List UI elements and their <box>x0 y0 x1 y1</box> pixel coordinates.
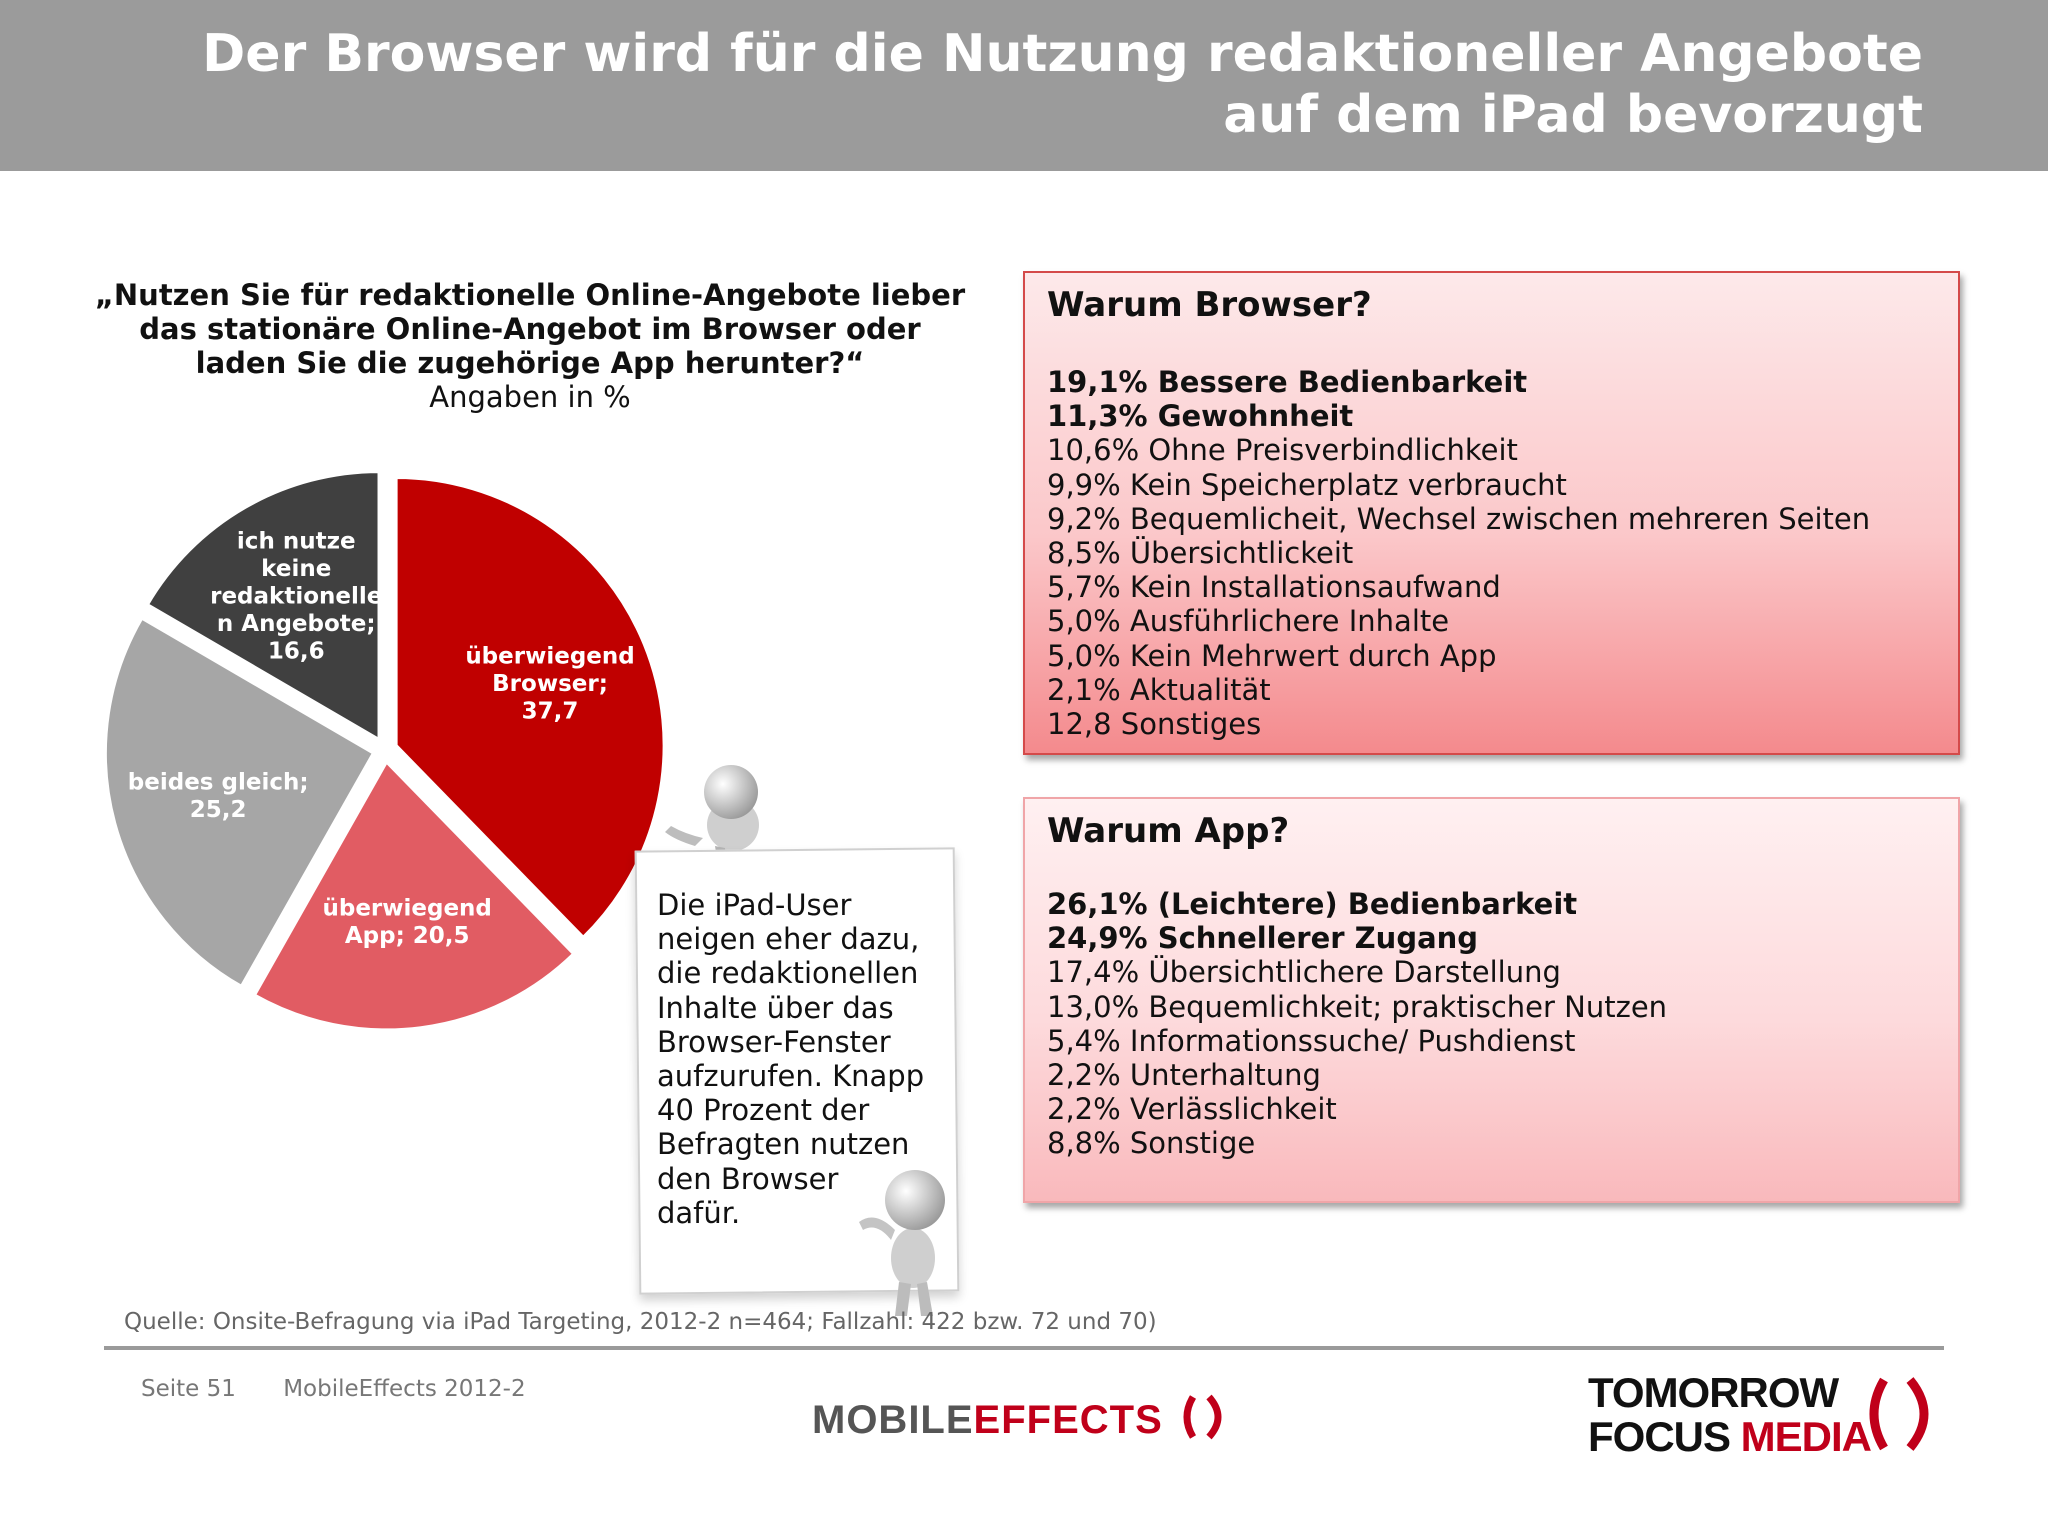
browser-reasons-box: Warum Browser? 19,1% Bessere Bedienbarke… <box>1023 271 1960 755</box>
reason-item: 24,9% Schnellerer Zugang <box>1047 921 1479 956</box>
title-bar: Der Browser wird für die Nutzung redakti… <box>0 0 2048 171</box>
figure-climbing-illustration <box>665 765 759 864</box>
tomorrow-focus-media-logo: TOMORROW FOCUS MEDIA <box>1588 1369 1872 1460</box>
app-reasons-box: Warum App? 26,1% (Leichtere) Bedienbarke… <box>1023 797 1960 1203</box>
note-line: Die iPad-User <box>657 888 852 922</box>
page-number: Seite 51 <box>141 1376 236 1402</box>
pie-slice <box>252 759 576 1032</box>
reason-item: 9,2% Bequemlicheit, Wechsel zwischen meh… <box>1047 501 1871 536</box>
note-line: neigen eher dazu, <box>657 922 920 957</box>
figure-standing-illustration <box>859 1170 945 1316</box>
pie-slice <box>145 470 381 743</box>
footer: Seite 51 MobileEffects 2012-2 <box>141 1376 526 1402</box>
pie-slice <box>103 616 376 989</box>
note-line: aufzurufen. Knapp <box>657 1059 925 1094</box>
note-line: die redaktionellen <box>657 956 919 991</box>
question-text: „Nutzen Sie für redaktionelle Online-Ang… <box>94 278 966 380</box>
note-line: Inhalte über das <box>657 990 894 1025</box>
slice-label: überwiegend Browser; 37,7 <box>465 643 634 724</box>
mobile-effects-logo: MOBILEEFFECTS <box>812 1393 1233 1443</box>
reason-item: 17,4% Übersichtlichere Darstellung <box>1047 955 1561 990</box>
slice-label: überwiegend App; 20,5 <box>322 896 491 950</box>
reason-item: 11,3% Gewohnheit <box>1047 399 1354 434</box>
reason-item: 8,8% Sonstige <box>1047 1126 1256 1161</box>
reason-item: 5,0% Kein Mehrwert durch App <box>1047 638 1497 673</box>
reason-item: 8,5% Übersichtlickeit <box>1047 536 1354 571</box>
title-line-2: auf dem iPad bevorzugt <box>1223 85 1923 145</box>
reason-item: 5,4% Informationssuche/ Pushdienst <box>1047 1023 1576 1058</box>
app-reasons-heading: Warum App? <box>1047 811 1290 851</box>
study-name: MobileEffects 2012-2 <box>283 1376 526 1402</box>
note-line: Browser-Fenster <box>657 1024 891 1059</box>
note-line: 40 Prozent der <box>657 1093 870 1128</box>
tfm-bracket-icon <box>1869 1377 1929 1451</box>
logo-bracket-icon <box>1183 1394 1222 1440</box>
source-note: Quelle: Onsite-Befragung via iPad Target… <box>124 1309 1157 1335</box>
app-reasons-list: 26,1% (Leichtere) Bedienbarkeit 24,9% Sch… <box>1047 887 1667 1161</box>
note-text: Die iPad-User neigen eher dazu, die redakt… <box>657 888 947 1230</box>
reason-item: 13,0% Bequemlichkeit; praktischer Nutzen <box>1047 989 1668 1024</box>
reason-item: 5,7% Kein Installationsaufwand <box>1047 570 1501 605</box>
note-line: dafür. <box>657 1195 741 1230</box>
browser-reasons-heading: Warum Browser? <box>1047 285 1372 325</box>
unit-label: Angaben in % <box>429 380 631 414</box>
title-line-1: Der Browser wird für die Nutzung redakti… <box>202 24 1923 84</box>
note-line: den Browser <box>657 1161 839 1196</box>
reason-item: 2,2% Unterhaltung <box>1047 1058 1321 1093</box>
reason-item: 19,1% Bessere Bedienbarkeit <box>1047 365 1528 399</box>
browser-reasons-list: 19,1% Bessere Bedienbarkeit 11,3% Gewohnh… <box>1047 365 1870 741</box>
reason-item: 5,0% Ausführlichere Inhalte <box>1047 604 1450 639</box>
reason-item: 9,9% Kein Speicherplatz verbraucht <box>1047 467 1567 502</box>
page-title: Der Browser wird für die Nutzung redakti… <box>123 24 1923 146</box>
reason-item: 2,1% Aktualität <box>1047 672 1271 707</box>
reason-item: 10,6% Ohne Preisverbindlichkeit <box>1047 433 1518 468</box>
reason-item: 12,8 Sonstiges <box>1047 707 1262 742</box>
reason-item: 26,1% (Leichtere) Bedienbarkeit <box>1047 887 1578 921</box>
slice-label: ich nutze keine redaktionelle n Angebote; 16… <box>210 529 382 665</box>
slice-label: beides gleich; 25,2 <box>128 769 309 823</box>
pie-chart: überwiegend Browser; 37,7 überwiegend App; 2… <box>103 470 666 1032</box>
reason-item: 2,2% Verlässlichkeit <box>1047 1092 1337 1127</box>
note-line: Befragten nutzen <box>657 1127 910 1162</box>
survey-question: „Nutzen Sie für redaktionelle Online-Ang… <box>90 278 970 414</box>
divider <box>104 1346 1944 1350</box>
